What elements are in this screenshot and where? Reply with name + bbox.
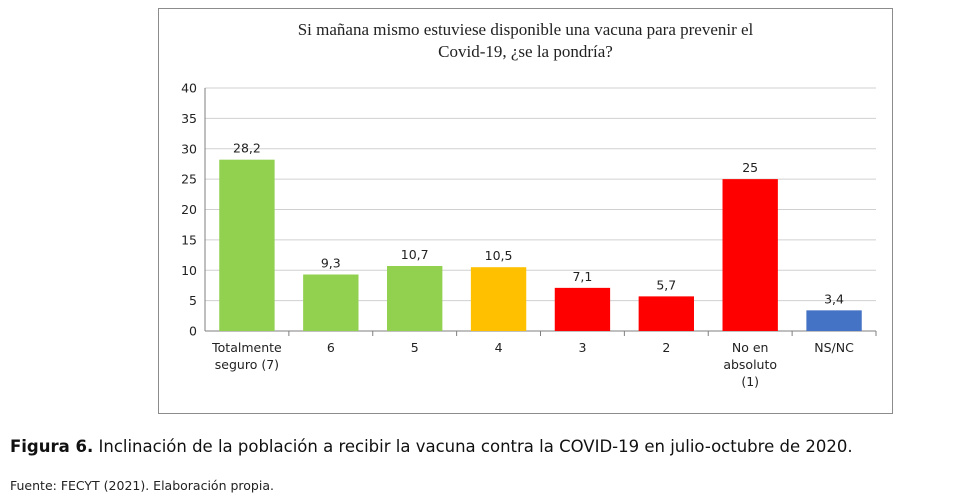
y-tick-label: 35 xyxy=(181,111,197,126)
bar-value-label: 28,2 xyxy=(233,141,261,156)
x-tick-label: NS/NC xyxy=(814,340,854,355)
chart-title: Si mañana mismo estuviese disponible una… xyxy=(159,19,892,63)
bar xyxy=(470,267,527,331)
bar xyxy=(806,310,862,331)
figure-caption-text: Inclinación de la población a recibir la… xyxy=(93,437,853,456)
x-tick-label: (1) xyxy=(741,374,759,389)
x-tick-label: 3 xyxy=(578,340,586,355)
y-tick-label: 10 xyxy=(181,263,197,278)
y-tick-label: 40 xyxy=(181,81,197,96)
bar-value-label: 25 xyxy=(742,160,758,175)
x-tick-label: absoluto xyxy=(723,357,777,372)
x-tick-label: 6 xyxy=(327,340,335,355)
bar xyxy=(303,274,359,331)
bar-value-label: 7,1 xyxy=(572,269,592,284)
bar-value-label: 9,3 xyxy=(321,256,341,271)
bar xyxy=(638,296,694,331)
bar-value-label: 5,7 xyxy=(656,277,676,292)
bar xyxy=(219,159,275,331)
bar-value-label: 3,4 xyxy=(824,291,844,306)
y-tick-label: 30 xyxy=(181,141,197,156)
bar xyxy=(722,179,778,331)
x-tick-label: 4 xyxy=(495,340,503,355)
x-tick-label: Totalmente xyxy=(211,340,282,355)
y-tick-label: 20 xyxy=(181,202,197,217)
chart-frame: Si mañana mismo estuviese disponible una… xyxy=(158,8,893,414)
figure-caption-label: Figura 6. xyxy=(10,437,94,456)
chart-title-line-2: Covid-19, ¿se la pondría? xyxy=(438,42,613,61)
bar xyxy=(554,287,611,331)
x-tick-label: seguro (7) xyxy=(215,357,279,372)
figure-source: Fuente: FECYT (2021). Elaboración propia… xyxy=(10,478,274,493)
x-tick-label: No en xyxy=(732,340,769,355)
y-tick-label: 5 xyxy=(189,293,197,308)
bar xyxy=(387,265,443,331)
x-tick-label: 2 xyxy=(662,340,670,355)
figure-caption: Figura 6. Inclinación de la población a … xyxy=(10,437,853,456)
y-tick-label: 15 xyxy=(181,232,197,247)
chart-title-line-1: Si mañana mismo estuviese disponible una… xyxy=(297,20,754,39)
x-tick-label: 5 xyxy=(411,340,419,355)
y-tick-label: 0 xyxy=(189,324,197,339)
bar-value-label: 10,7 xyxy=(401,247,429,262)
bar-value-label: 10,5 xyxy=(485,248,513,263)
y-tick-label: 25 xyxy=(181,172,197,187)
